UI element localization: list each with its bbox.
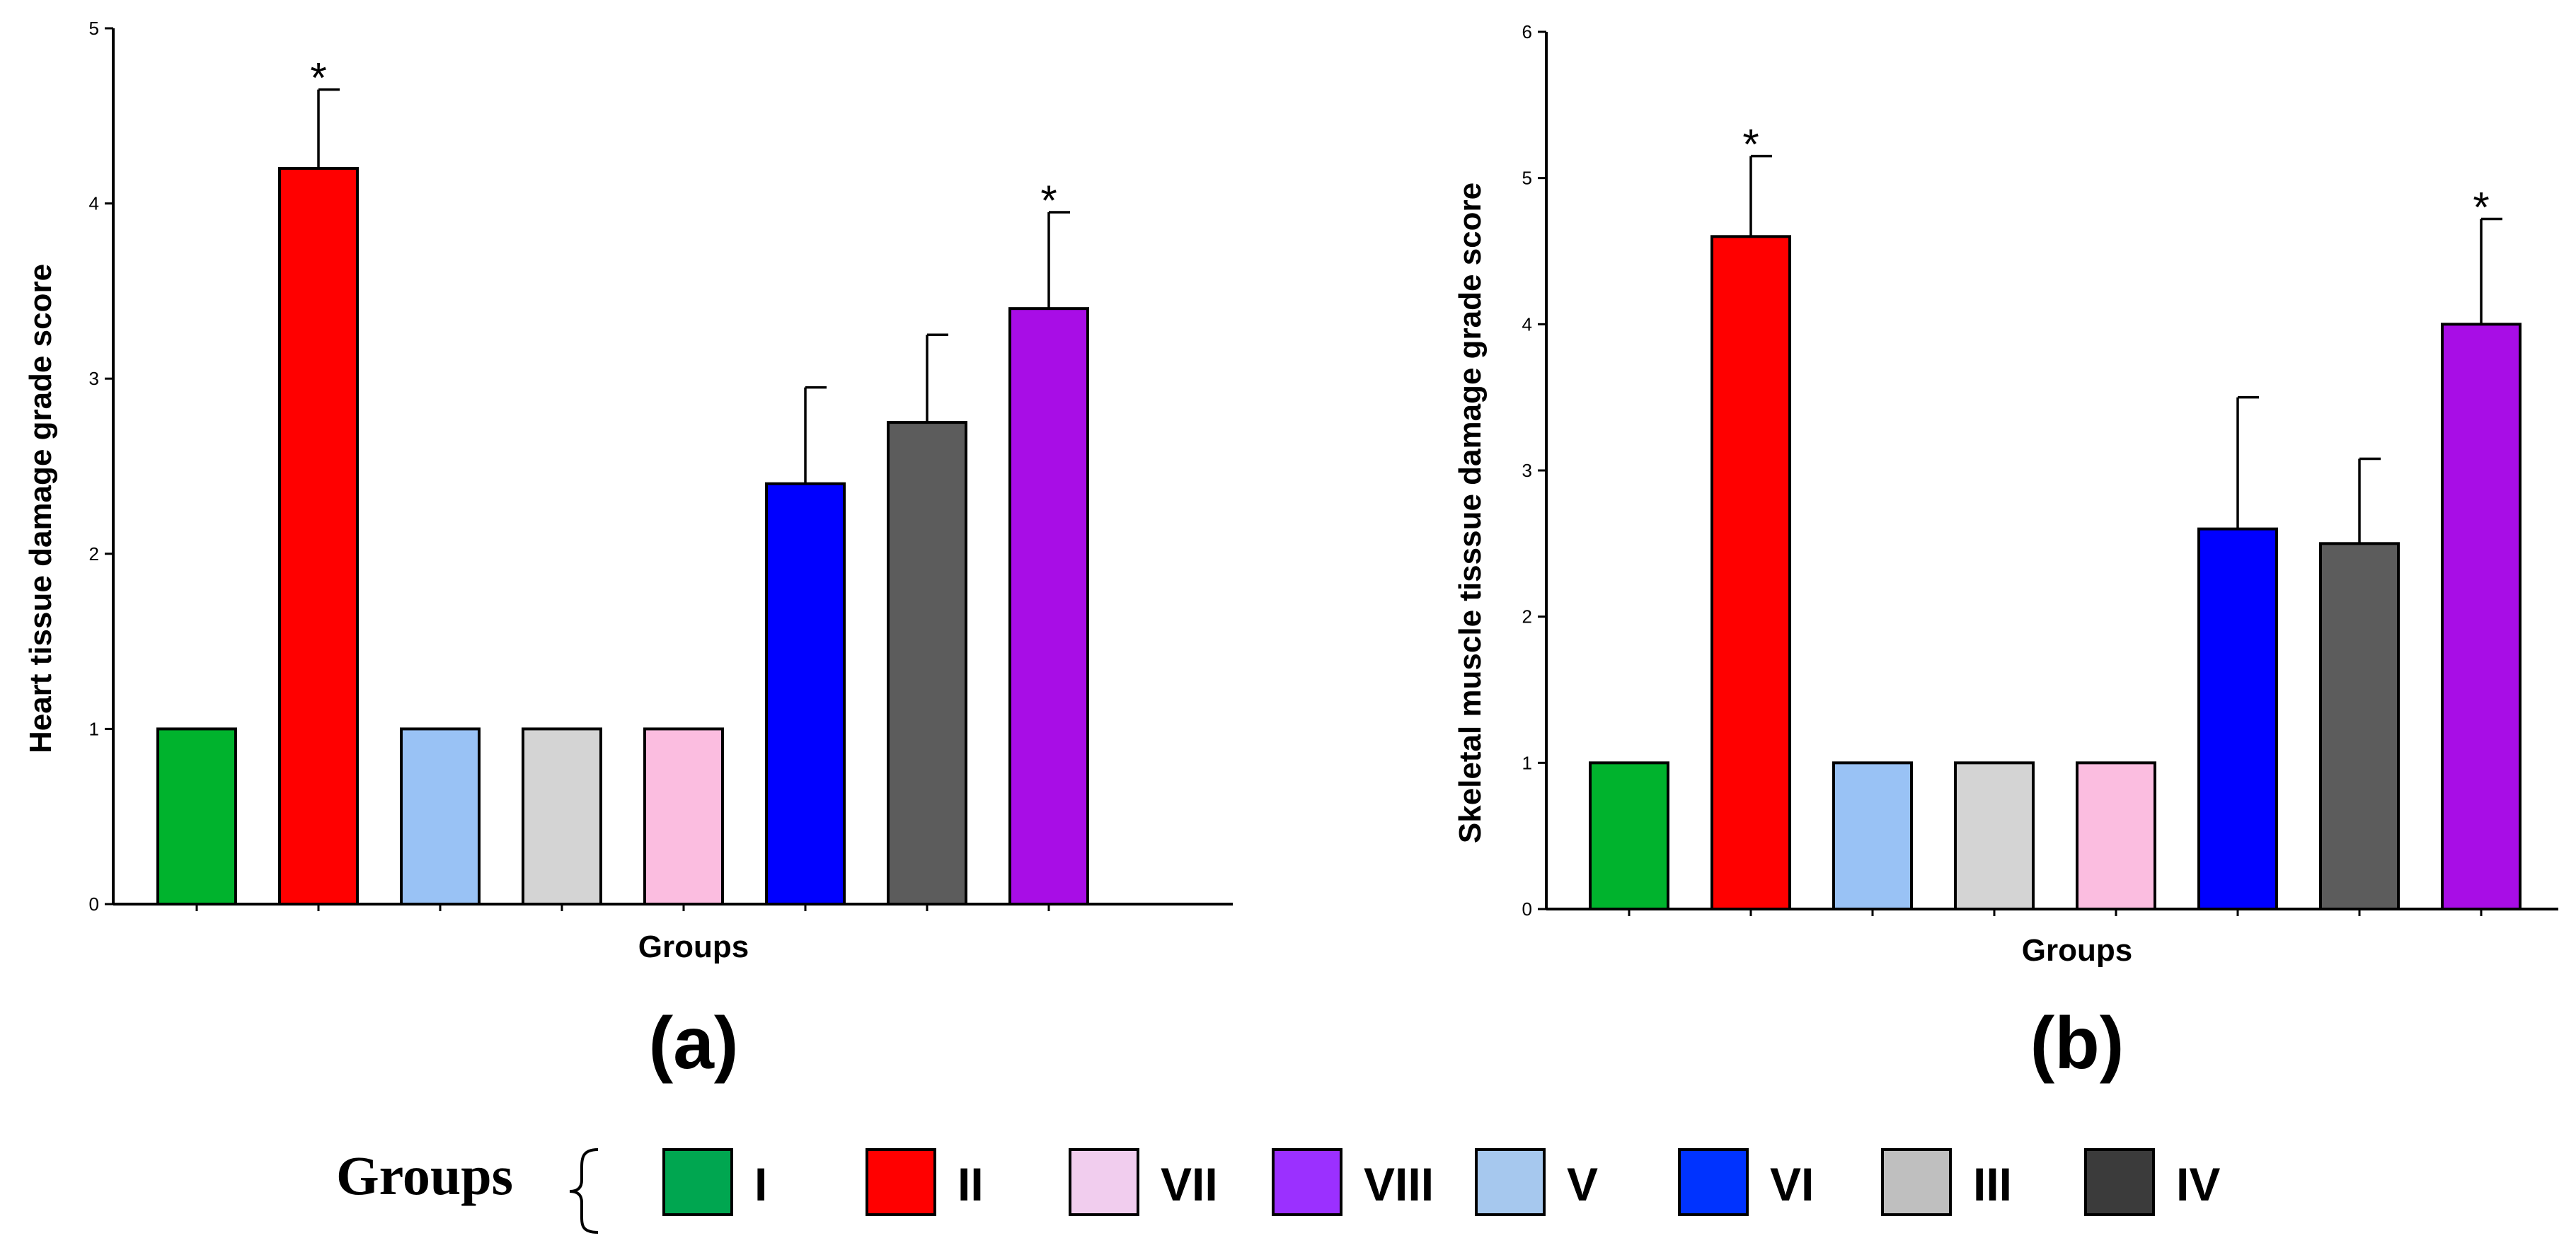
bar-group-I (156, 727, 237, 906)
panel-label-b: (b) (2030, 1002, 2124, 1084)
y-axis-title: Heart tissue damage grade score (23, 264, 58, 753)
legend-swatch-II (866, 1148, 936, 1216)
bar-group-V (400, 727, 481, 906)
y-tick-label: 2 (89, 543, 99, 565)
bar-group-IV (2319, 542, 2400, 910)
bar-group-VI (765, 482, 846, 906)
y-tick-label: 4 (89, 193, 99, 214)
y-tick-label: 5 (1522, 168, 1532, 189)
legend-label-II: II (958, 1158, 984, 1210)
bar-group-II (278, 167, 359, 906)
significance-star-VIII: * (2473, 184, 2489, 231)
x-axis-title: Groups (638, 930, 749, 964)
bar-group-VIII (1008, 307, 1089, 906)
y-tick-label: 1 (89, 718, 99, 739)
bar-group-III (522, 727, 602, 906)
bar-group-IV (887, 421, 967, 906)
chart-panel-b: * * 0 1 2 3 4 5 6 Skeletal muscle tisssue damage … (1453, 21, 2558, 1084)
bar-group-VI (2197, 527, 2278, 910)
legend-swatch-VII (1069, 1148, 1139, 1216)
legend-brace-icon (569, 1148, 599, 1234)
significance-star-VIII: * (1040, 177, 1057, 224)
legend-label-IV: IV (2176, 1158, 2220, 1210)
significance-star-II: * (1742, 121, 1759, 168)
x-axis-title: Groups (2022, 933, 2132, 968)
bar-group-VII (2076, 761, 2156, 911)
legend-title: Groups (336, 1145, 513, 1206)
legend-label-V: V (1567, 1158, 1598, 1210)
legend-swatch-VI (1678, 1148, 1749, 1216)
legend-swatch-I (662, 1148, 733, 1216)
legend-swatch-VIII (1272, 1148, 1342, 1216)
legend-label-III: III (1973, 1158, 2012, 1210)
legend-label-VIII: VIII (1364, 1158, 1434, 1210)
y-axis-title: Skeletal muscle tisssue damage grade sco… (1453, 183, 1488, 843)
chart-panel-a: * * 0 1 2 3 4 5 Heart tissue damage grade score G… (23, 18, 1233, 1084)
bar-group-I (1589, 761, 1669, 911)
y-tick-label: 1 (1522, 752, 1532, 773)
y-tick-label: 0 (1522, 898, 1532, 920)
y-tick-label: 3 (1522, 460, 1532, 481)
y-tick-label: 4 (1522, 313, 1532, 335)
significance-star-II: * (310, 54, 326, 102)
legend-label-VI: VI (1770, 1158, 1814, 1210)
legend-swatch-III (1881, 1148, 1952, 1216)
panel-label-a: (a) (648, 1002, 738, 1084)
legend: Groups I II VII VIII V VI III IV (336, 1145, 2220, 1234)
bar-group-III (1954, 761, 2035, 911)
bar-group-II (1710, 235, 1791, 911)
y-tick-label: 0 (89, 893, 99, 915)
bar-group-V (1832, 761, 1913, 911)
y-tick-label: 3 (89, 368, 99, 389)
legend-label-VII: VII (1161, 1158, 1218, 1210)
legend-label-I: I (754, 1158, 767, 1210)
y-tick-label: 2 (1522, 606, 1532, 627)
bar-group-VII (643, 727, 724, 906)
bar-group-VIII (2441, 323, 2522, 911)
y-tick-label: 6 (1522, 21, 1532, 42)
legend-swatch-V (1475, 1148, 1546, 1216)
y-tick-label: 5 (89, 18, 99, 39)
legend-swatch-IV (2084, 1148, 2155, 1216)
